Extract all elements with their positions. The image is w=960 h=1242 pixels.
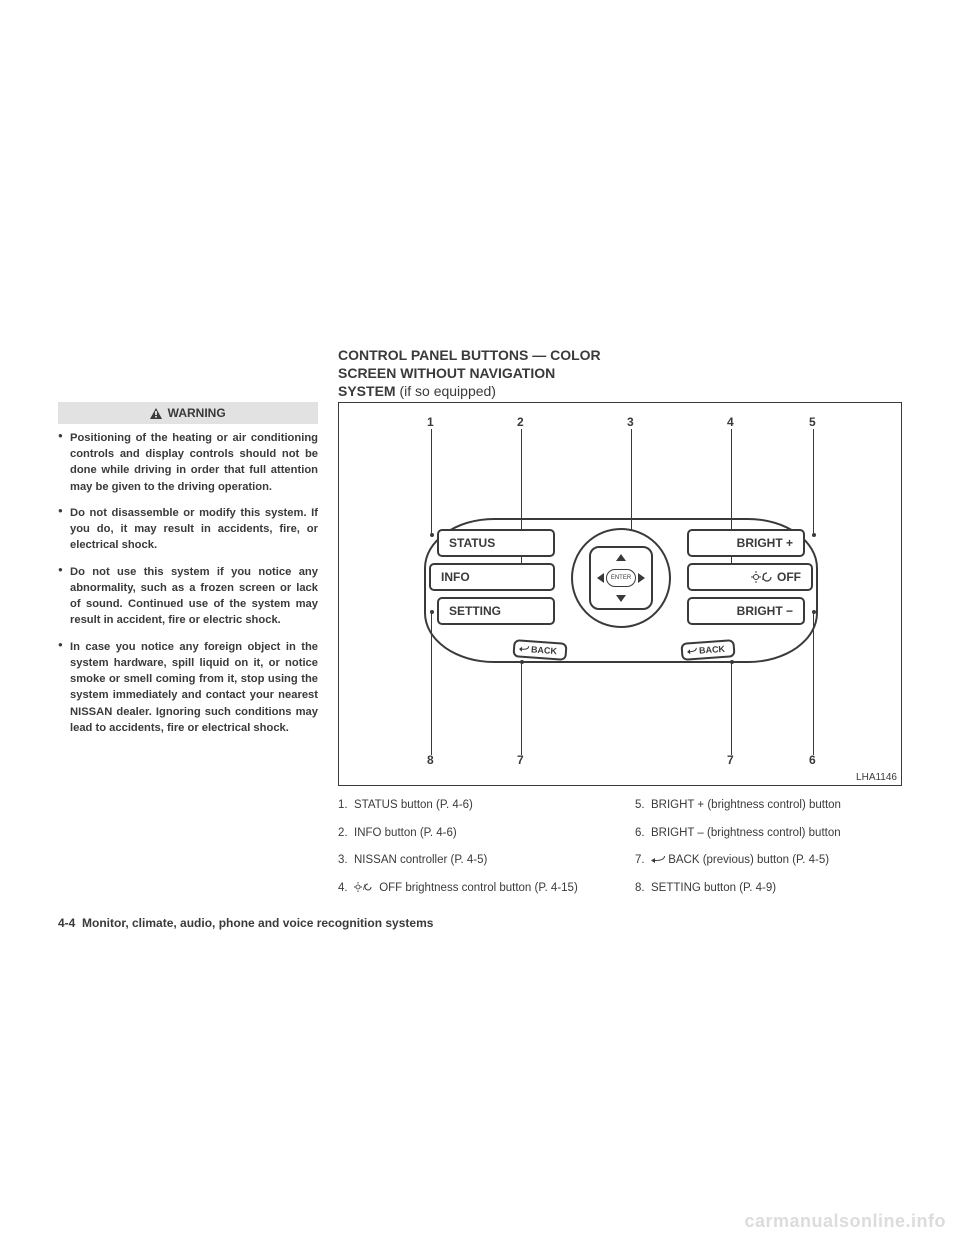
page-number: 4-4 (58, 916, 75, 930)
bullet-item: In case you notice any foreign object in… (58, 639, 318, 736)
back-button-left: BACK (512, 639, 567, 661)
title-line1: CONTROL PANEL BUTTONS — COLOR (338, 347, 601, 363)
warning-bullets: Positioning of the heating or air condit… (58, 430, 318, 736)
legend-item: 4./ OFF brightness control button (P. 4-… (338, 881, 605, 897)
callout-4: 4 (727, 415, 734, 429)
back-arrow-icon (519, 645, 530, 654)
back-arrow-icon (687, 647, 698, 656)
bullet-item: Positioning of the heating or air condit… (58, 430, 318, 495)
legend-columns: 1.STATUS button (P. 4-6) 2.INFO button (… (338, 798, 902, 908)
dpad-down-icon (616, 595, 626, 602)
brightness-icon: / (354, 882, 376, 892)
warning-column: WARNING Positioning of the heating or ai… (58, 402, 318, 746)
callout-1: 1 (427, 415, 434, 429)
dpad-up-icon (616, 554, 626, 561)
status-button: STATUS (437, 529, 555, 557)
callout-7b: 7 (727, 753, 734, 767)
controller-dpad: ENTER (589, 546, 653, 610)
off-button: / OFF (687, 563, 813, 591)
enter-button: ENTER (606, 569, 636, 587)
dpad-left-icon (597, 573, 604, 583)
brightness-icon: / (751, 571, 773, 583)
bullet-item: Do not use this system if you notice any… (58, 564, 318, 629)
bright-minus-button: BRIGHT − (687, 597, 805, 625)
bullet-item: Do not disassemble or modify this system… (58, 505, 318, 554)
callout-7a: 7 (517, 753, 524, 767)
page-footer: 4-4 Monitor, climate, audio, phone and v… (58, 916, 433, 930)
legend-item: 2.INFO button (P. 4-6) (338, 826, 605, 842)
warning-heading: WARNING (58, 402, 318, 424)
dpad-right-icon (638, 573, 645, 583)
legend-item: 8.SETTING button (P. 4-9) (635, 881, 902, 897)
callout-3: 3 (627, 415, 634, 429)
title-line3: SYSTEM (if so equipped) (338, 382, 898, 400)
watermark: carmanualsonline.info (744, 1211, 946, 1232)
figure-caption: LHA1146 (856, 772, 897, 783)
legend-item: 7. BACK (previous) button (P. 4-5) (635, 853, 902, 869)
legend-item: 3.NISSAN controller (P. 4-5) (338, 853, 605, 869)
setting-button: SETTING (437, 597, 555, 625)
title-line2: SCREEN WITHOUT NAVIGATION (338, 364, 898, 382)
info-button: INFO (429, 563, 555, 591)
leader (521, 663, 522, 755)
leader (731, 663, 732, 755)
callout-2: 2 (517, 415, 524, 429)
callout-5: 5 (809, 415, 816, 429)
section-title: CONTROL PANEL BUTTONS — COLOR SCREEN WIT… (338, 346, 898, 401)
control-panel-figure: 1 2 3 4 5 8 7 7 6 STATUS INFO SETTING BR… (338, 402, 902, 786)
bright-plus-button: BRIGHT + (687, 529, 805, 557)
legend-right: 5.BRIGHT + (brightness control) button 6… (635, 798, 902, 908)
legend-item: 6.BRIGHT – (brightness control) button (635, 826, 902, 842)
back-button-right: BACK (680, 639, 735, 661)
legend-item: 1.STATUS button (P. 4-6) (338, 798, 605, 814)
callout-6: 6 (809, 753, 816, 767)
control-panel: STATUS INFO SETTING BRIGHT + / OFF BRIGH… (419, 513, 823, 663)
callout-8: 8 (427, 753, 434, 767)
legend-item: 5.BRIGHT + (brightness control) button (635, 798, 902, 814)
legend-left: 1.STATUS button (P. 4-6) 2.INFO button (… (338, 798, 605, 908)
warning-label: WARNING (168, 406, 226, 420)
footer-text: Monitor, climate, audio, phone and voice… (82, 916, 433, 930)
warning-icon (150, 408, 162, 419)
back-arrow-icon (651, 855, 665, 864)
